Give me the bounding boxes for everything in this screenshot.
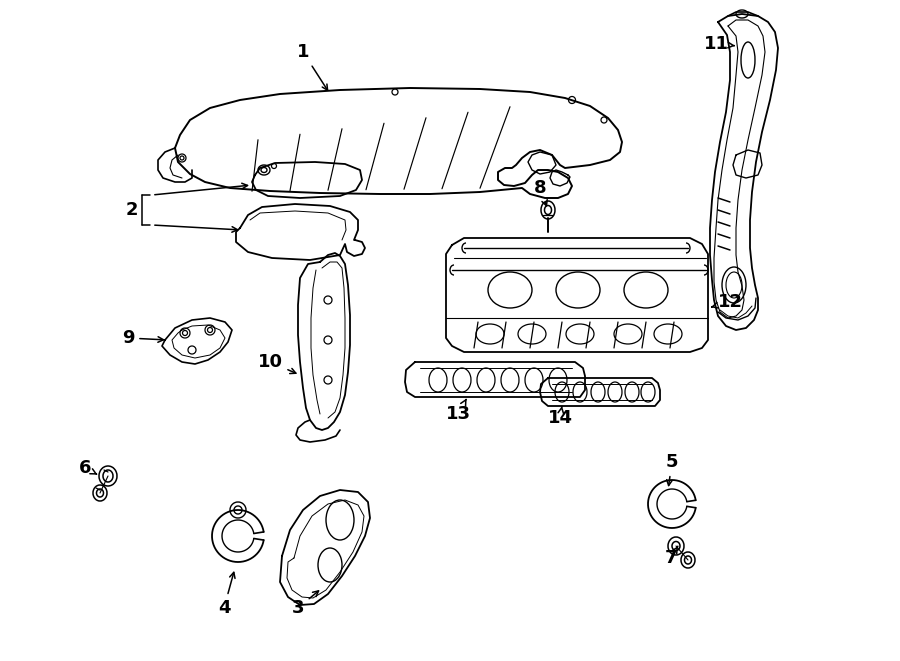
Text: 10: 10 [257,353,296,373]
Text: 6: 6 [79,459,96,477]
Text: 13: 13 [446,399,471,423]
Text: 9: 9 [122,329,164,347]
Text: 4: 4 [218,572,235,617]
Text: 1: 1 [297,43,328,90]
Text: 5: 5 [666,453,679,486]
Text: 3: 3 [292,591,319,617]
Text: 8: 8 [534,179,547,206]
Text: 7: 7 [665,546,678,567]
Text: 14: 14 [547,407,572,427]
Text: 12: 12 [712,293,742,311]
Text: 11: 11 [704,35,734,53]
Text: 2: 2 [126,201,139,219]
